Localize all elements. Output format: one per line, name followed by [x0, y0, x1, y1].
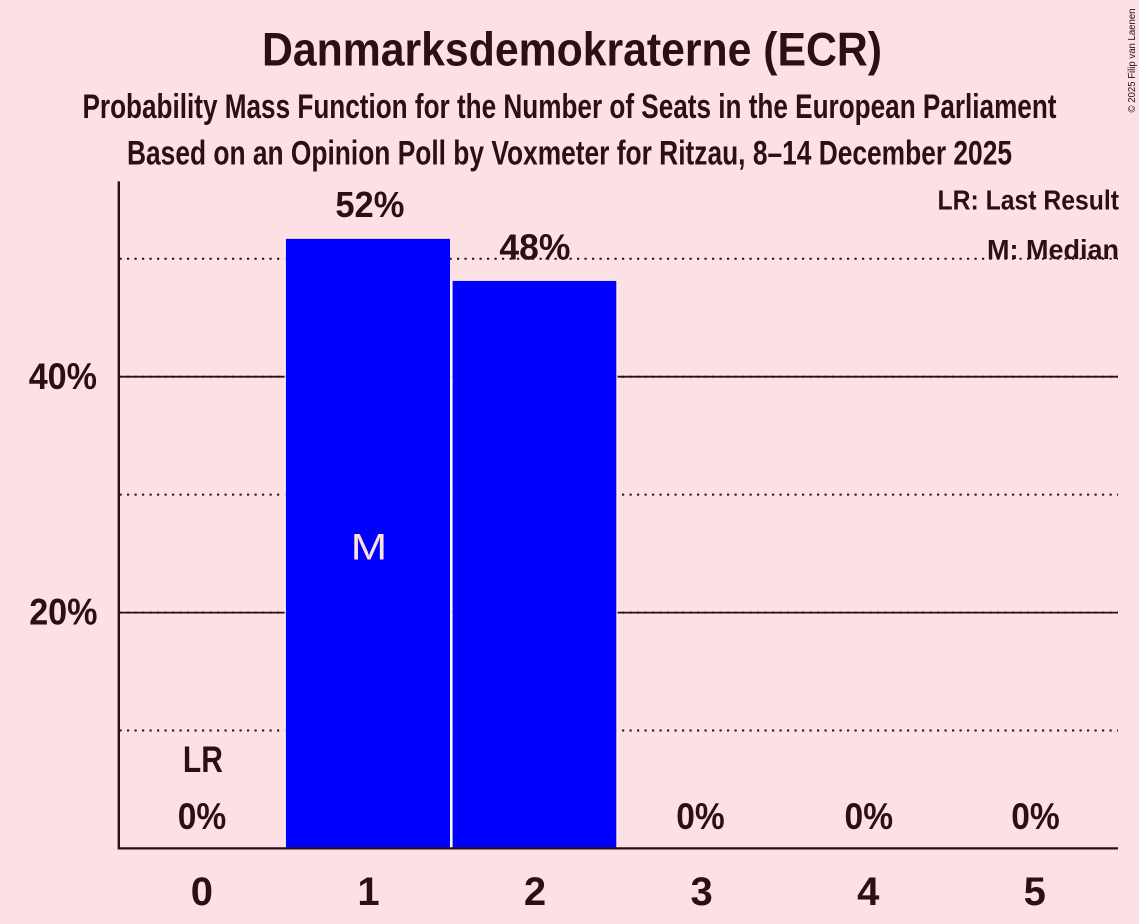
svg-text:20%: 20% — [29, 591, 97, 632]
svg-text:Based on an Opinion Poll by Vo: Based on an Opinion Poll by Voxmeter for… — [127, 135, 1012, 173]
svg-text:0%: 0% — [676, 796, 725, 837]
svg-text:4: 4 — [857, 870, 880, 914]
svg-text:40%: 40% — [29, 356, 97, 397]
svg-text:2: 2 — [524, 870, 546, 914]
svg-text:0%: 0% — [178, 796, 227, 837]
svg-text:M: M — [351, 525, 387, 567]
svg-text:© 2025 Filip van Laenen: © 2025 Filip van Laenen — [1127, 9, 1138, 113]
svg-text:48%: 48% — [499, 226, 570, 267]
svg-text:52%: 52% — [335, 184, 404, 225]
svg-text:0: 0 — [191, 870, 213, 914]
svg-text:0%: 0% — [845, 796, 894, 837]
svg-text:Probability Mass Function for: Probability Mass Function for the Number… — [83, 88, 1057, 126]
svg-text:3: 3 — [690, 870, 712, 914]
svg-text:M: Median: M: Median — [987, 234, 1119, 265]
svg-text:0%: 0% — [1011, 796, 1060, 837]
svg-text:1: 1 — [357, 870, 379, 914]
svg-text:Danmarksdemokraterne (ECR): Danmarksdemokraterne (ECR) — [262, 23, 882, 76]
svg-text:5: 5 — [1024, 870, 1046, 914]
svg-text:LR: LR — [183, 739, 223, 780]
svg-text:LR: Last Result: LR: Last Result — [938, 184, 1120, 215]
